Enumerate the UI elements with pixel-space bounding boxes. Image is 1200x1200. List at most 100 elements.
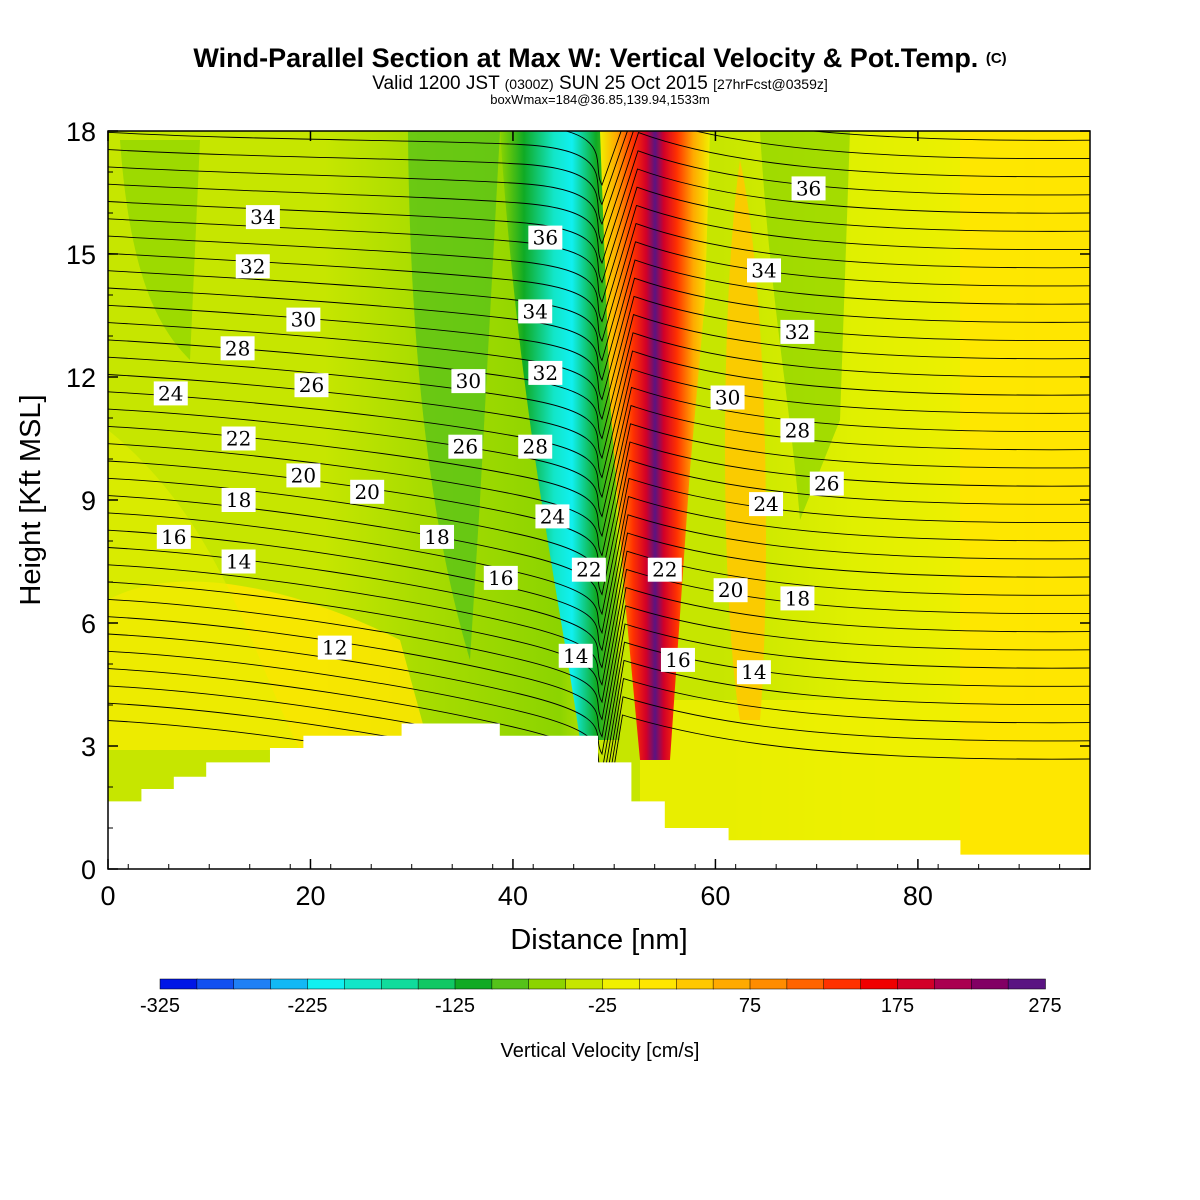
contour-label-text: 32 xyxy=(533,361,558,385)
contour-label-box xyxy=(220,336,255,361)
contour-label-box xyxy=(221,488,256,512)
strong-downdraft-core xyxy=(500,131,620,740)
x-tick-label: 0 xyxy=(100,881,115,911)
contour-label-text: 28 xyxy=(785,418,810,442)
contour-label: 34 xyxy=(747,258,782,283)
contour-label-text: 26 xyxy=(814,472,839,496)
theta-contour-line xyxy=(108,550,1090,687)
contour-label-box xyxy=(736,660,771,685)
colorbar-swatch xyxy=(971,978,1009,990)
contour-label-box xyxy=(245,205,280,230)
contour-label-box xyxy=(558,643,593,668)
contour-label: 14 xyxy=(221,549,256,574)
y-tick-label: 0 xyxy=(81,855,96,885)
contour-label-box xyxy=(350,479,385,504)
contour-label: 16 xyxy=(483,565,518,590)
contour-label-box xyxy=(221,426,256,451)
contour-label-box xyxy=(809,471,844,496)
colorbar-swatch xyxy=(786,978,825,990)
contour-label-text: 16 xyxy=(665,648,690,672)
contour-label-text: 26 xyxy=(299,373,324,397)
contour-label-box xyxy=(518,434,553,459)
contour-label: 30 xyxy=(286,307,321,332)
contour-label-box xyxy=(710,385,745,410)
contour-label-text: 20 xyxy=(354,480,379,504)
colorbar-swatch xyxy=(270,978,309,990)
colorbar-swatch xyxy=(676,978,714,990)
contour-label-box xyxy=(747,258,782,283)
colorbar-swatch xyxy=(565,978,604,990)
chart-title: Wind-Parallel Section at Max W: Vertical… xyxy=(193,43,1007,73)
theta-contour-line xyxy=(108,131,1090,206)
theta-contour-line xyxy=(108,223,1090,343)
copyright-mark: (C) xyxy=(985,50,1007,67)
contour-label-box xyxy=(791,176,826,201)
contour-label: 36 xyxy=(528,225,563,250)
theta-contour-line xyxy=(108,241,1090,362)
theta-contour-line xyxy=(108,423,1090,557)
theta-contour-line xyxy=(108,259,1090,382)
contour-label-box xyxy=(780,586,815,611)
theta-contour-line xyxy=(108,477,1090,616)
y-tick-label: 9 xyxy=(81,486,96,516)
theta-contour-line xyxy=(108,568,1090,704)
contour-label-text: 30 xyxy=(291,308,316,332)
x-tick-label: 60 xyxy=(700,881,730,911)
colorbar-tick-label: 275 xyxy=(1028,995,1061,1017)
colorbar-tick-label: -325 xyxy=(140,995,180,1017)
colorbar: -325 -225 -125 -25 75 175 275 xyxy=(140,978,1062,1017)
contour-label-box xyxy=(317,635,352,660)
theta-contour-line xyxy=(108,532,1090,669)
contour-label-text: 28 xyxy=(225,336,250,360)
contour-label-box xyxy=(235,254,270,279)
colorbar-swatch xyxy=(897,978,936,990)
contour-label-box xyxy=(518,299,553,324)
downdraft-band-upper-west xyxy=(120,140,200,360)
contour-label-box xyxy=(221,549,256,574)
contour-label-text: 34 xyxy=(522,299,547,323)
contour-label-box xyxy=(780,319,815,344)
colorbar-swatch xyxy=(602,978,641,990)
colorbar-tick-label: -125 xyxy=(435,995,475,1017)
contour-label-text: 14 xyxy=(226,550,251,574)
terrain-mask xyxy=(108,723,1090,869)
theta-contour-line xyxy=(108,204,1090,323)
contour-label: 18 xyxy=(780,586,815,611)
contour-label-text: 14 xyxy=(563,644,588,668)
contour-labels: 34 32 30 28 24 26 22 20 20 18 16 14 12 36 34 32 30 26 28 24… xyxy=(153,176,844,685)
colorbar-swatch xyxy=(712,978,751,990)
theta-contour-line xyxy=(563,131,622,187)
potential-temperature-contours xyxy=(108,131,1090,842)
contour-label-box xyxy=(528,360,563,385)
contour-label-text: 14 xyxy=(741,660,766,684)
east-weak-updraft xyxy=(960,131,1090,869)
contour-label: 22 xyxy=(221,426,256,451)
contour-label-text: 18 xyxy=(424,525,449,549)
contour-label-box xyxy=(294,373,329,398)
colorbar-tick-label: -25 xyxy=(588,995,617,1017)
colorbar-tick-label: -225 xyxy=(287,995,327,1017)
contour-label: 20 xyxy=(350,479,385,504)
contour-label: 12 xyxy=(317,635,352,660)
contour-label-box xyxy=(156,524,191,549)
y-tick-label: 15 xyxy=(66,240,96,270)
contour-label-box xyxy=(780,418,815,443)
theta-contour-line xyxy=(108,514,1090,652)
contour-label-box xyxy=(713,578,748,603)
y-axis-label: Height [Kft MSL] xyxy=(15,394,47,605)
contour-label-text: 16 xyxy=(488,566,513,590)
colorbar-tick-label: 175 xyxy=(881,995,914,1017)
contour-label: 26 xyxy=(448,434,483,459)
contour-label-text: 30 xyxy=(456,369,481,393)
contour-label: 20 xyxy=(713,578,748,603)
contour-label: 30 xyxy=(451,369,486,394)
y-tick-label: 6 xyxy=(81,609,96,639)
x-tick-label: 80 xyxy=(903,881,933,911)
contour-label: 34 xyxy=(245,205,280,230)
contour-label-text: 34 xyxy=(250,205,275,229)
theta-contour-line xyxy=(108,405,1090,538)
contour-label-text: 32 xyxy=(240,254,265,278)
theta-contour-line xyxy=(108,496,1090,635)
theta-contour-line xyxy=(108,368,1090,499)
